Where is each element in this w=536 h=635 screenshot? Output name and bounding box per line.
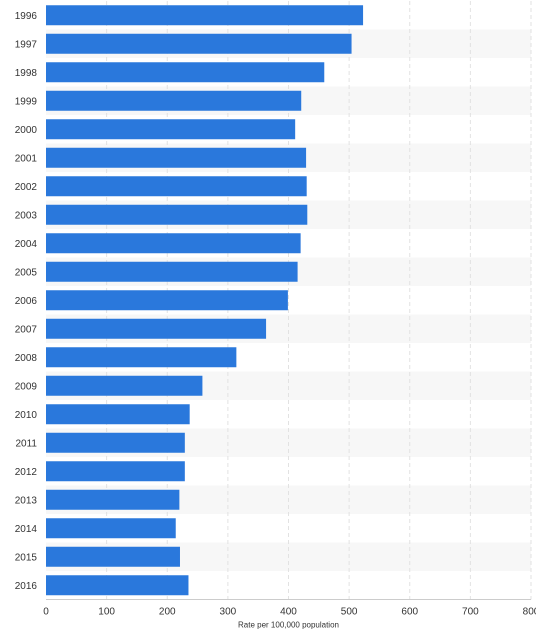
- y-tick-label: 1996: [15, 11, 38, 22]
- bar-1996[interactable]: [46, 5, 364, 26]
- x-tick-label: 200: [159, 607, 176, 618]
- y-tick-label: 2000: [15, 125, 38, 136]
- bar-2002[interactable]: [46, 176, 307, 197]
- y-tick-label: 2010: [15, 410, 38, 421]
- y-tick-label: 2002: [15, 182, 38, 193]
- y-tick-label: 2006: [15, 296, 38, 307]
- x-axis-labels: 0 100 200 300 400 500 600 700 800: [43, 607, 536, 618]
- bar-2013[interactable]: [46, 489, 180, 510]
- y-tick-label: 2011: [15, 438, 37, 449]
- y-tick-label: 2013: [15, 495, 38, 506]
- bar-2006[interactable]: [46, 290, 288, 311]
- x-tick-label: 400: [280, 607, 297, 618]
- bar-2011[interactable]: [46, 432, 185, 453]
- x-tick-label: 700: [462, 607, 479, 618]
- bars: [46, 5, 364, 596]
- bar-2001[interactable]: [46, 147, 307, 168]
- x-tick-label: 500: [341, 607, 358, 618]
- y-tick-label: 2007: [15, 324, 38, 335]
- bar-2015[interactable]: [46, 546, 180, 567]
- y-tick-label: 2001: [15, 153, 38, 164]
- x-tick-label: 300: [220, 607, 237, 618]
- y-tick-label: 1997: [15, 39, 38, 50]
- bar-2010[interactable]: [46, 404, 190, 425]
- y-tick-label: 2009: [15, 381, 38, 392]
- bar-2007[interactable]: [46, 318, 267, 339]
- bar-1997[interactable]: [46, 33, 352, 54]
- y-tick-label: 2005: [15, 267, 38, 278]
- bar-2004[interactable]: [46, 233, 301, 254]
- bar-2012[interactable]: [46, 461, 185, 482]
- bar-2005[interactable]: [46, 261, 298, 282]
- x-tick-label: 600: [401, 607, 418, 618]
- x-axis-title: Rate per 100,000 population: [238, 621, 339, 630]
- y-tick-label: 2015: [15, 552, 38, 563]
- bar-1998[interactable]: [46, 62, 325, 83]
- bar-2016[interactable]: [46, 575, 189, 596]
- y-tick-label: 2004: [15, 239, 38, 250]
- bar-2003[interactable]: [46, 204, 308, 225]
- bar-2009[interactable]: [46, 375, 203, 396]
- bar-2014[interactable]: [46, 518, 176, 539]
- y-tick-label: 1998: [15, 68, 38, 79]
- y-tick-label: 2008: [15, 353, 38, 364]
- bar-2008[interactable]: [46, 347, 237, 368]
- bar-2000[interactable]: [46, 119, 296, 140]
- x-tick-label: 100: [98, 607, 115, 618]
- y-tick-label: 2003: [15, 210, 38, 221]
- y-axis-labels: 1996 1997 1998 1999 2000 2001 2002 2003 2004 2005…: [15, 11, 38, 592]
- y-tick-label: 2012: [15, 467, 38, 478]
- x-tick-label: 0: [43, 607, 49, 618]
- y-tick-label: 2014: [15, 524, 38, 535]
- bar-1999[interactable]: [46, 90, 302, 111]
- y-tick-label: 2016: [15, 581, 38, 592]
- x-tick-label: 800: [523, 607, 536, 618]
- y-tick-label: 1999: [15, 96, 38, 107]
